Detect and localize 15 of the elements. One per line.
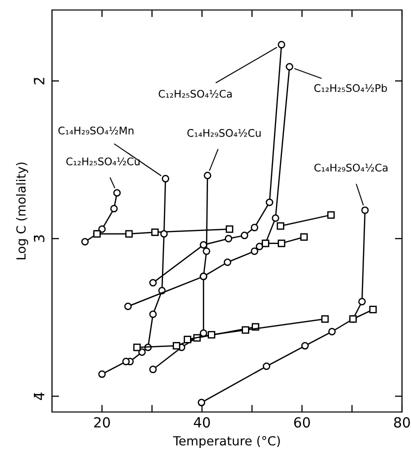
x-axis-title: Temperature (°C) (173, 436, 280, 448)
x-tick-label: 20 (94, 417, 110, 428)
x-tick-label: 80 (394, 417, 410, 428)
annotation: C₁₂H₂₅SO₄½Ca (158, 90, 232, 98)
y-tick-label: 4̄ (34, 392, 44, 400)
annotation: C₁₄H₂₉SO₄½Mn (58, 126, 134, 134)
annotation: C₁₂H₂₅SO₄½Pb (314, 84, 387, 92)
annotation: C₁₄H₂₉SO₄½Ca (314, 164, 388, 172)
y-axis-title: Log C (molality) (16, 162, 28, 260)
annotation: C₁₄H₂₉SO₄½Cu (187, 129, 261, 137)
x-tick-label: 60 (294, 417, 310, 428)
annotation: C₁₂H₂₅SO₄½Cu (66, 157, 140, 166)
y-tick-label: 3̄ (34, 235, 44, 242)
x-tick-label: 40 (194, 417, 210, 428)
y-tick-label: 2̄ (34, 78, 44, 84)
